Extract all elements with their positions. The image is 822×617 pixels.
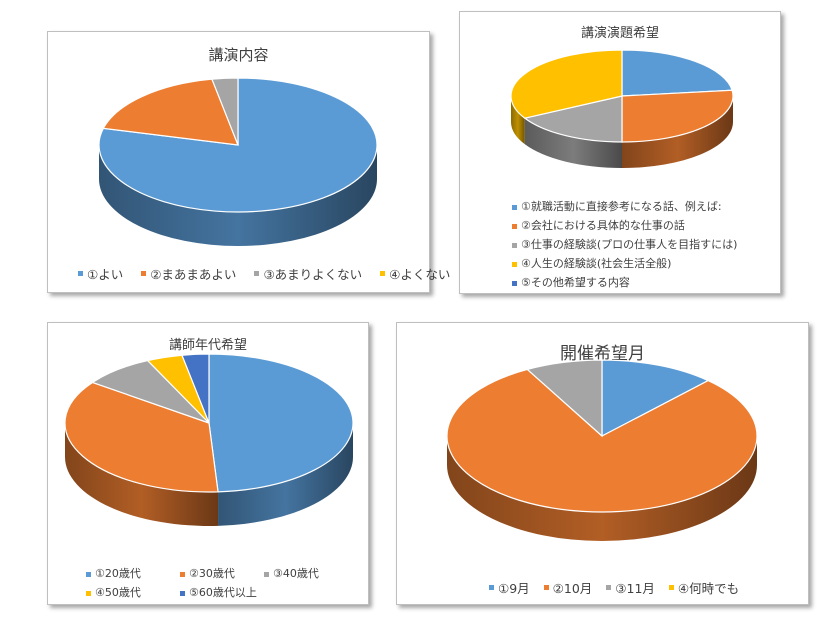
chart-title-3: 講師年代希望 — [168, 338, 247, 353]
chart-title-4: 開催希望月 — [560, 344, 645, 364]
pie-top-group — [446, 359, 758, 513]
legend-item: ①20歳代 — [86, 565, 141, 581]
legend-item: ④50歳代 — [86, 584, 141, 600]
legend-label: ③仕事の経験談(プロの仕事人を目指すには) — [521, 238, 738, 251]
legend-item: ②会社における具体的な仕事の話 — [512, 217, 685, 233]
legend-item: ⑤その他希望する内容 — [512, 274, 630, 290]
pie-side-group — [99, 145, 377, 246]
pie-slice-side — [99, 145, 377, 246]
legend-label: ③11月 — [615, 581, 655, 596]
pie-slice — [510, 49, 623, 119]
legend-label: ②まあまあよい — [150, 267, 237, 282]
legend-swatch — [264, 571, 269, 577]
legend-swatch — [512, 223, 517, 229]
pie-slice-side — [447, 436, 757, 541]
legend-label: ②10月 — [552, 581, 593, 596]
chart-panel-1: 講演内容 ①よい ②まあまあよい ③あまりよくない ④よくない — [47, 31, 450, 293]
legend-swatch — [254, 271, 260, 276]
pie-slice-side — [622, 96, 733, 168]
pie-slice-side — [218, 423, 353, 526]
legend-swatch — [512, 204, 517, 210]
legend-label: ①よい — [87, 267, 124, 282]
legend-label: ②30歳代 — [189, 567, 235, 580]
pie-side-group — [447, 436, 757, 541]
pie-side-group — [65, 423, 353, 526]
legend-swatch — [512, 280, 517, 286]
legend-label: ④人生の経験談(社会生活全般) — [521, 257, 672, 270]
legend-label: ④50歳代 — [95, 586, 141, 599]
pie-top-group — [64, 353, 354, 493]
pie-chart-1 — [98, 77, 378, 246]
pie-top-group — [510, 49, 734, 143]
legend-label: ①9月 — [498, 581, 530, 596]
pie-chart-2 — [510, 49, 734, 168]
legend-swatch — [380, 271, 386, 276]
legend-label: ③あまりよくない — [263, 267, 363, 282]
legend-swatch — [512, 242, 517, 248]
chart-panel-4: 開催希望月 ①9月 ②10月 ③11月 ④何時でも — [396, 322, 809, 605]
pie-slice — [601, 359, 710, 437]
legend-swatch — [512, 261, 517, 267]
legend-swatch — [668, 585, 674, 590]
pie-slice — [211, 77, 239, 146]
legend-item: ①よい — [78, 264, 123, 283]
legend-label: ②会社における具体的な仕事の話 — [521, 219, 685, 232]
pie-chart-4 — [446, 359, 758, 541]
pie-slice — [64, 381, 219, 493]
legend-item: ④よくない — [380, 264, 450, 283]
legend-swatch — [180, 590, 185, 596]
legend-item: ④人生の経験談(社会生活全般) — [512, 255, 671, 271]
legend-swatch — [606, 585, 612, 590]
pie-slice-side — [65, 423, 219, 526]
legend-label: ⑤60歳代以上 — [189, 586, 257, 599]
legend-4: ①9月 ②10月 ③11月 ④何時でも — [489, 578, 739, 597]
legend-item: ③11月 — [606, 578, 655, 597]
legend-swatch — [180, 571, 185, 577]
pie-slice — [526, 359, 603, 438]
legend-item: ①就職活動に直接参考になる話、例えば: — [512, 198, 722, 214]
pie-slice — [102, 78, 239, 146]
legend-swatch — [141, 271, 147, 276]
pie-slice — [181, 353, 210, 424]
pie-slice — [523, 95, 623, 143]
pie-slice — [621, 89, 734, 143]
legend-item: ③あまりよくない — [254, 264, 362, 283]
pie-slice — [446, 368, 758, 513]
pie-slice — [621, 49, 733, 97]
legend-item: ①9月 — [489, 578, 530, 597]
legend-1: ①よい ②まあまあよい ③あまりよくない ④よくない — [78, 264, 450, 283]
legend-item: ②10月 — [543, 578, 593, 597]
legend-label: ③40歳代 — [273, 567, 319, 580]
legend-swatch — [543, 585, 549, 590]
chart-panel-3: 講師年代希望 ①20歳代 ②30歳代 ③40歳代 ④50歳代 ⑤60歳代以上 — [47, 322, 369, 605]
legend-label: ④よくない — [389, 267, 451, 282]
legend-swatch — [86, 590, 91, 596]
legend-item: ②まあまあよい — [141, 264, 236, 283]
legend-label: ①就職活動に直接参考になる話、例えば: — [521, 200, 722, 213]
legend-swatch — [489, 585, 494, 590]
legend-label: ④何時でも — [677, 581, 740, 596]
legend-item: ③40歳代 — [264, 565, 319, 581]
chart-title-2: 講演演題希望 — [580, 26, 659, 41]
legend-item: ⑤60歳代以上 — [180, 584, 257, 600]
pie-top-group — [98, 77, 378, 213]
legend-label: ①20歳代 — [95, 567, 141, 580]
chart-panel-2: 講演演題希望 ①就職活動に直接参考になる話、例えば: ②会社における具体的な仕事… — [459, 11, 781, 294]
legend-swatch — [86, 571, 91, 577]
chart-title-1: 講演内容 — [208, 46, 269, 64]
legend-swatch — [78, 271, 83, 276]
legend-item: ④何時でも — [668, 578, 740, 597]
pie-chart-3 — [64, 353, 354, 526]
legend-item: ②30歳代 — [180, 565, 235, 581]
pie-slice — [208, 353, 354, 493]
pie-slice-side — [524, 118, 622, 168]
legend-label: ⑤その他希望する内容 — [521, 276, 630, 289]
legend-item: ③仕事の経験談(プロの仕事人を目指すには) — [512, 236, 737, 252]
